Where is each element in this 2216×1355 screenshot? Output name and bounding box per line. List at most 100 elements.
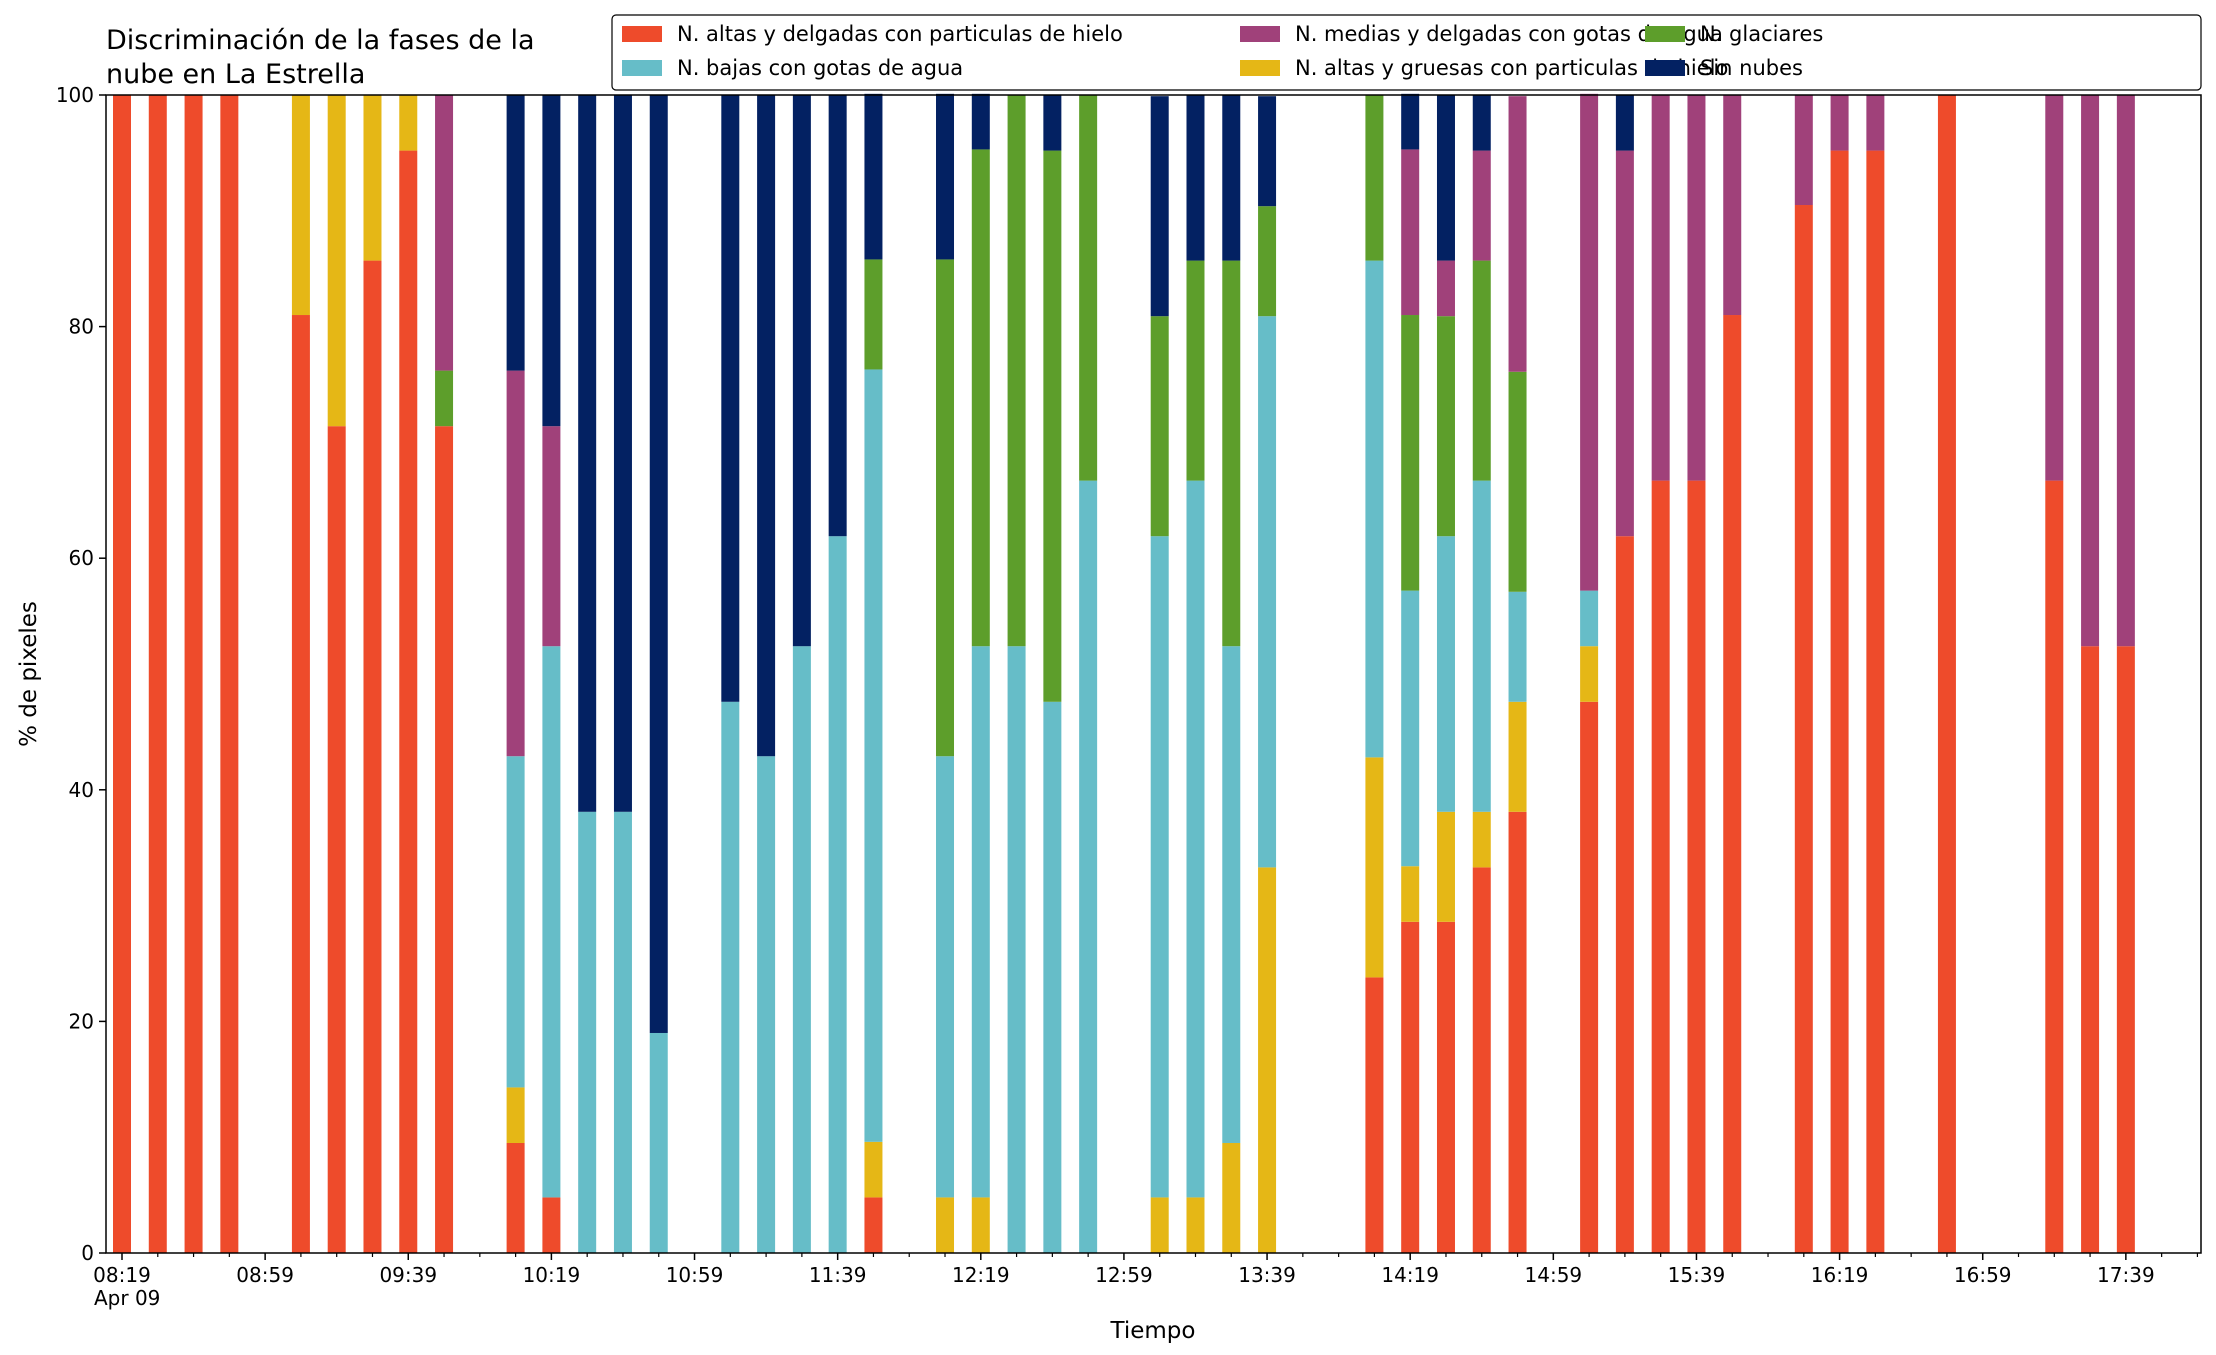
bar-segment-32-0	[1508, 811, 1527, 1253]
bar-segment-41-0	[1937, 95, 1956, 1253]
x-tick-label-13: 16:59	[1954, 1263, 2012, 1287]
bar-segment-30-5	[1436, 95, 1455, 261]
bar-segment-32-2	[1508, 591, 1527, 702]
bar-segment-0-0	[113, 95, 131, 1253]
bar-segment-27-1	[1258, 867, 1277, 1253]
bar-segment-6-1	[363, 95, 382, 261]
plot-area-frame	[105, 94, 2202, 1254]
bar-segment-40-0	[1866, 150, 1885, 1254]
bar-segment-26-5	[1222, 95, 1241, 261]
bar-segment-21-3	[1007, 95, 1026, 647]
bar-segment-35-4	[1651, 95, 1670, 481]
bar-segment-5-0	[327, 426, 346, 1253]
bar-segment-20-5	[971, 93, 990, 150]
bar-segment-32-4	[1508, 96, 1527, 372]
bar-segment-24-2	[1150, 536, 1169, 1198]
bar-segment-24-3	[1150, 316, 1169, 537]
legend-swatch-5	[1645, 60, 1685, 76]
x-tick-label-11: 15:39	[1668, 1263, 1726, 1287]
bar-segment-10-4	[542, 426, 561, 647]
bar-segment-34-4	[1615, 150, 1634, 537]
bar-segment-36-4	[1687, 95, 1706, 481]
bar-segment-10-5	[542, 95, 561, 427]
bar-segment-30-3	[1436, 316, 1455, 537]
y-tick-label-2: 40	[69, 778, 94, 802]
bar-segment-39-0	[1830, 150, 1849, 1254]
x-date-label: Apr 09	[94, 1286, 160, 1310]
bar-segment-16-2	[792, 646, 811, 1253]
bar-segment-34-0	[1615, 536, 1634, 1253]
chart-title: Discriminación de la fases de la nube en…	[106, 25, 535, 90]
bar-segment-33-0	[1580, 701, 1599, 1253]
bar-segment-2-0	[184, 95, 203, 1253]
bar-segment-11-2	[578, 811, 597, 1253]
bar-segment-6-0	[363, 260, 382, 1254]
x-axis: 08:19 08:59 09:39 10:19 10:59 11:39 12:19 12:59…	[93, 1253, 2199, 1310]
bar-segment-24-5	[1150, 96, 1169, 317]
bar-segment-19-1	[936, 1197, 955, 1253]
chart-title-line-2: nube en La Estrella	[106, 59, 365, 90]
x-tick-label-9: 14:19	[1381, 1263, 1439, 1287]
bar-segment-23-2	[1079, 480, 1098, 1253]
bar-segment-18-1	[864, 1141, 883, 1198]
bar-segment-3-0	[220, 95, 239, 1253]
bar-segment-23-3	[1079, 95, 1098, 481]
bar-segment-25-5	[1186, 95, 1205, 261]
bar-segment-29-2	[1401, 590, 1420, 867]
x-tick-label-0: 08:19	[93, 1263, 151, 1287]
bar-segment-18-0	[864, 1197, 883, 1253]
x-tick-label-3: 10:19	[523, 1263, 581, 1287]
y-tick-label-3: 60	[69, 546, 94, 570]
bar-segment-20-1	[971, 1197, 990, 1253]
legend-box	[611, 14, 2202, 91]
bar-segment-42-0	[2045, 480, 2064, 1253]
bar-segment-29-3	[1401, 315, 1420, 591]
bar-segment-4-1	[291, 95, 310, 316]
bar-segment-13-2	[649, 1032, 668, 1253]
bar-segment-25-2	[1186, 480, 1205, 1198]
bar-segment-20-3	[971, 149, 990, 647]
bar-segment-44-4	[2116, 95, 2135, 647]
bar-segment-32-3	[1508, 371, 1527, 592]
legend-swatch-1	[1240, 60, 1280, 76]
bar-segment-17-2	[828, 536, 847, 1253]
bar-segment-22-2	[1043, 701, 1062, 1253]
bar-segment-35-0	[1651, 480, 1670, 1253]
bar-segment-19-5	[936, 93, 955, 260]
bar-segment-29-1	[1401, 866, 1420, 922]
y-tick-label-1: 20	[69, 1009, 94, 1033]
bar-segment-42-4	[2045, 95, 2064, 481]
bar-segment-15-2	[757, 756, 776, 1253]
bar-segment-31-5	[1472, 95, 1491, 151]
y-tick-label-0: 0	[81, 1241, 94, 1265]
bar-segment-20-2	[971, 646, 990, 1198]
bar-segment-39-4	[1830, 95, 1849, 151]
bar-segment-19-3	[936, 259, 955, 757]
bar-segment-9-0	[506, 1142, 525, 1253]
bar-segment-4-0	[291, 315, 310, 1253]
legend-label-2: N. bajas con gotas de agua	[677, 56, 963, 80]
bar-segment-16-5	[792, 95, 811, 647]
bar-segment-30-2	[1436, 536, 1455, 812]
bar-segment-44-0	[2116, 646, 2135, 1253]
bar-segment-29-5	[1401, 93, 1420, 150]
bar-segment-31-3	[1472, 260, 1491, 481]
x-tick-label-12: 16:19	[1811, 1263, 1869, 1287]
bar-segment-33-4	[1580, 93, 1599, 591]
bar-segment-18-5	[864, 93, 883, 260]
legend-swatch-0	[622, 26, 662, 42]
bar-segment-14-5	[721, 95, 740, 702]
x-tick-label-7: 12:59	[1095, 1263, 1153, 1287]
bar-segment-30-1	[1436, 811, 1455, 922]
x-tick-label-1: 08:59	[236, 1263, 294, 1287]
bar-segment-11-5	[578, 95, 597, 812]
bar-segment-10-2	[542, 646, 561, 1198]
bar-segment-28-0	[1365, 977, 1384, 1253]
chart-title-line-1: Discriminación de la fases de la	[106, 25, 535, 56]
bar-segment-31-2	[1472, 480, 1491, 812]
bar-segment-43-0	[2081, 646, 2100, 1253]
y-axis-label: % de pixeles	[16, 601, 42, 747]
bar-segment-22-5	[1043, 95, 1062, 151]
bar-segment-8-0	[435, 426, 454, 1253]
bar-segment-7-1	[399, 95, 418, 151]
